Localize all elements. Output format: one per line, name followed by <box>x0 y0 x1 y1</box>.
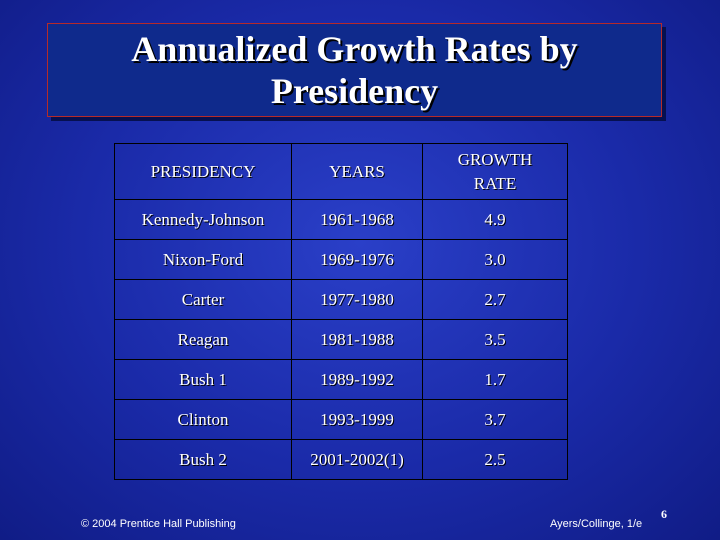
cell-rate: 3.7 <box>422 399 568 440</box>
cell-years: 1993-1999 <box>291 399 423 440</box>
cell-rate: 3.5 <box>422 319 568 360</box>
cell-presidency: Reagan <box>114 319 292 360</box>
cell-presidency: Carter <box>114 279 292 320</box>
page-number: 6 <box>661 507 667 521</box>
table-row: Nixon-Ford 1969-1976 3.0 <box>114 239 568 280</box>
table-row: Bush 1 1989-1992 1.7 <box>114 359 568 400</box>
table-row: Bush 2 2001-2002(1) 2.5 <box>114 439 568 480</box>
attribution-footer: Ayers/Collinge, 1/e <box>550 518 643 530</box>
cell-years: 1969-1976 <box>291 239 423 280</box>
cell-rate: 2.5 <box>422 439 568 480</box>
slide-title-box: Annualized Growth Rates by Presidency <box>47 23 662 117</box>
cell-years: 1977-1980 <box>291 279 423 320</box>
cell-rate: 4.9 <box>422 199 568 240</box>
growth-rates-table: PRESIDENCY YEARS GROWTH RATE Kennedy-Joh… <box>114 143 568 480</box>
cell-years: 1961-1968 <box>291 199 423 240</box>
table-header-row: PRESIDENCY YEARS GROWTH RATE <box>114 143 568 200</box>
cell-presidency: Bush 1 <box>114 359 292 400</box>
header-years: YEARS <box>291 143 423 200</box>
table-row: Reagan 1981-1988 3.5 <box>114 319 568 360</box>
cell-rate: 1.7 <box>422 359 568 400</box>
table-row: Carter 1977-1980 2.7 <box>114 279 568 320</box>
cell-rate: 2.7 <box>422 279 568 320</box>
header-growth-rate-line-2: RATE <box>473 173 517 193</box>
cell-years: 2001-2002(1) <box>291 439 423 480</box>
slide-title-line-1: Annualized Growth Rates by <box>131 29 578 69</box>
cell-presidency: Nixon-Ford <box>114 239 292 280</box>
table-row: Clinton 1993-1999 3.7 <box>114 399 568 440</box>
copyright-footer: © 2004 Prentice Hall Publishing <box>81 518 236 530</box>
cell-presidency: Bush 2 <box>114 439 292 480</box>
cell-presidency: Kennedy-Johnson <box>114 199 292 240</box>
header-growth-rate: GROWTH RATE <box>422 143 568 200</box>
table-row: Kennedy-Johnson 1961-1968 4.9 <box>114 199 568 240</box>
cell-years: 1989-1992 <box>291 359 423 400</box>
slide-title-line-2: Presidency <box>270 71 439 111</box>
cell-years: 1981-1988 <box>291 319 423 360</box>
cell-presidency: Clinton <box>114 399 292 440</box>
header-presidency: PRESIDENCY <box>114 143 292 200</box>
header-growth-rate-line-1: GROWTH <box>457 149 533 169</box>
cell-rate: 3.0 <box>422 239 568 280</box>
